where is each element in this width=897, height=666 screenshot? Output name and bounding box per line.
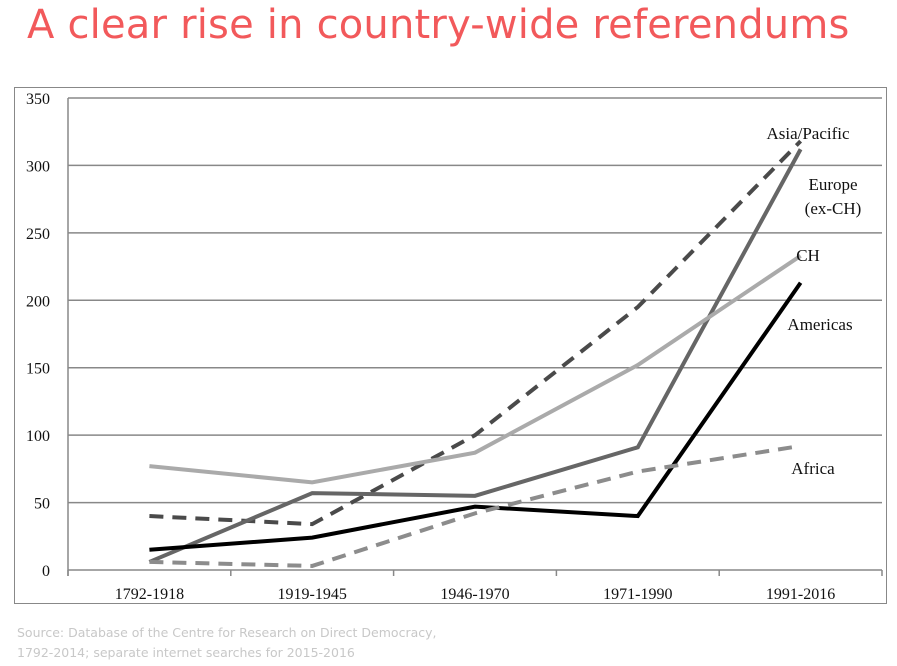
series-label: Africa — [791, 459, 835, 478]
x-tick-label: 1971-1990 — [603, 586, 672, 603]
series-line-ch — [149, 254, 802, 485]
chart-frame — [14, 87, 887, 604]
source-line-2: 1792-2014; separate internet searches fo… — [17, 645, 355, 660]
x-tick-label: 1919-1945 — [278, 586, 347, 603]
source-line-1: Source: Database of the Centre for Resea… — [17, 625, 437, 640]
series-label: Americas — [787, 315, 852, 334]
y-tick-label: 50 — [34, 496, 50, 513]
y-tick-label: 100 — [26, 428, 50, 445]
y-tick-label: 350 — [26, 91, 50, 108]
x-tick-label: 1946-1970 — [440, 586, 509, 603]
series-label: CH — [796, 246, 820, 265]
series-line-asia-pacific — [149, 139, 803, 527]
x-tick-label: 1792-1918 — [115, 586, 184, 603]
series-label: Europe — [808, 175, 857, 194]
series-line-europe-ex-ch- — [148, 148, 803, 564]
y-tick-label: 0 — [42, 563, 50, 580]
y-tick-label: 300 — [26, 158, 50, 175]
y-tick-label: 150 — [26, 361, 50, 378]
x-tick-label: 1991-2016 — [766, 586, 835, 603]
y-tick-label: 200 — [26, 293, 50, 310]
y-tick-label: 250 — [26, 226, 50, 243]
series-line-americas — [149, 281, 803, 552]
series-label: Asia/Pacific — [766, 124, 850, 143]
series-label: (ex-CH) — [805, 199, 862, 218]
slide-title: A clear rise in country-wide referendums — [27, 2, 850, 48]
series-line-africa — [149, 443, 801, 568]
